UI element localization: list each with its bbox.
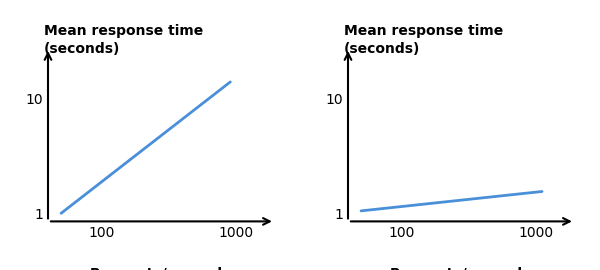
Text: Requests/second: Requests/second <box>389 267 523 270</box>
Text: Mean response time: Mean response time <box>44 24 203 38</box>
Text: Mean response time: Mean response time <box>344 24 503 38</box>
Text: Requests/second: Requests/second <box>89 267 223 270</box>
Text: (seconds): (seconds) <box>44 42 120 56</box>
Text: (seconds): (seconds) <box>344 42 420 56</box>
